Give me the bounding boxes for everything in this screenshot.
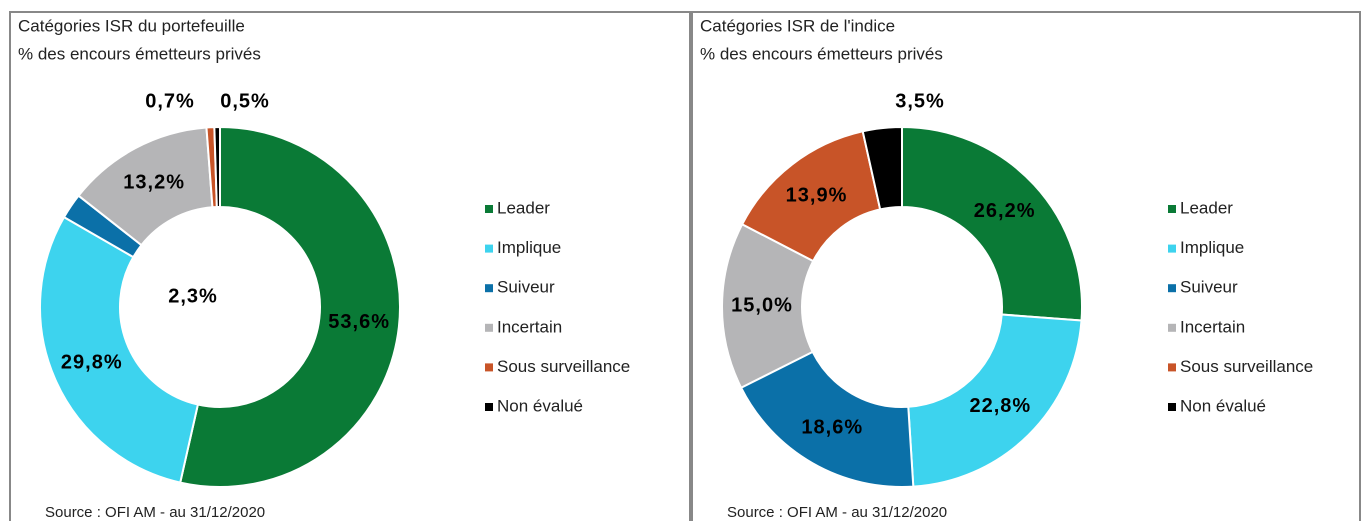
panel <box>9 11 691 521</box>
donut-slice <box>213 125 221 209</box>
legend-swatch <box>485 284 493 293</box>
data-label: 26,2% <box>974 200 1036 222</box>
data-label: 22,8% <box>970 395 1032 417</box>
data-label: 18,6% <box>801 417 863 439</box>
data-label: 13,2% <box>123 172 185 194</box>
legend-swatch <box>1168 363 1176 372</box>
legend-label: Implique <box>1180 238 1244 257</box>
data-label: 0,5% <box>220 90 270 112</box>
legend-label: Suiveur <box>1180 278 1238 297</box>
legend-label: Leader <box>497 198 550 217</box>
data-label: 13,9% <box>786 184 848 206</box>
legend-label: Suiveur <box>497 278 555 297</box>
legend-swatch <box>485 323 493 332</box>
data-label: 0,7% <box>145 90 195 112</box>
donut-slice <box>907 313 1083 488</box>
source-note: Source : OFI AM - au 31/12/2020 <box>727 504 947 521</box>
data-label: 29,8% <box>61 351 123 373</box>
legend-swatch <box>485 205 493 213</box>
legend-swatch <box>1168 403 1176 411</box>
chart-title: Catégories ISR de l'indice <box>700 16 895 35</box>
donut-slice <box>179 125 401 488</box>
data-label: 15,0% <box>731 294 793 316</box>
data-label: 53,6% <box>328 311 390 333</box>
legend-swatch <box>485 244 493 253</box>
legend-swatch <box>1168 205 1176 213</box>
legend-label: Implique <box>497 238 561 257</box>
legend-label: Non évalué <box>497 396 583 415</box>
donut-slice <box>39 215 200 484</box>
legend-label: Incertain <box>1180 317 1245 336</box>
data-label: 3,5% <box>895 90 945 112</box>
chart-subtitle: % des encours émetteurs privés <box>18 44 261 63</box>
legend-swatch <box>485 363 493 372</box>
panel <box>691 11 1361 521</box>
donut-slice <box>861 125 903 211</box>
source-note: Source : OFI AM - au 31/12/2020 <box>45 504 265 521</box>
legend-label: Incertain <box>497 317 562 336</box>
chart-subtitle: % des encours émetteurs privés <box>700 44 943 63</box>
legend-swatch <box>1168 284 1176 293</box>
legend-swatch <box>485 403 493 411</box>
data-label: 2,3% <box>168 285 218 307</box>
legend-swatch <box>1168 323 1176 332</box>
donut-slice <box>901 125 1083 322</box>
legend-label: Non évalué <box>1180 396 1266 415</box>
legend-label: Sous surveillance <box>497 357 630 376</box>
legend-label: Sous surveillance <box>1180 357 1313 376</box>
legend-swatch <box>1168 244 1176 253</box>
legend-label: Leader <box>1180 198 1233 217</box>
chart-title: Catégories ISR du portefeuille <box>18 16 245 35</box>
